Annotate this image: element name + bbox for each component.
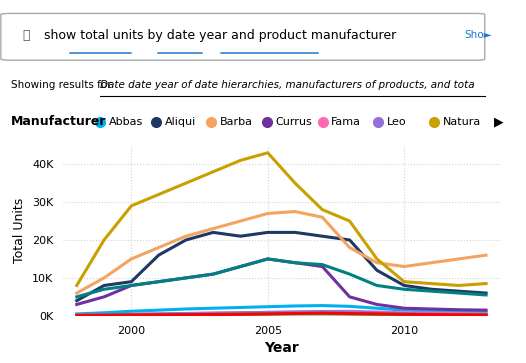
Text: Abbas: Abbas [109,117,143,127]
Text: show total units by date year and product manufacturer: show total units by date year and produc… [44,29,397,42]
Text: Aliqui: Aliqui [165,117,196,127]
X-axis label: Year: Year [264,341,299,355]
Text: Natura: Natura [443,117,481,127]
Text: ⎕: ⎕ [23,29,30,42]
Text: Barba: Barba [220,117,253,127]
FancyBboxPatch shape [1,13,485,60]
Text: Date date year of date hierarchies, manufacturers of products, and tota: Date date year of date hierarchies, manu… [100,80,474,90]
Text: Sho►: Sho► [464,30,492,40]
Text: Manufacturer: Manufacturer [11,115,106,128]
Y-axis label: Total Units: Total Units [14,198,26,263]
Text: Leo: Leo [387,117,407,127]
Text: ▶: ▶ [494,115,504,128]
Text: Fama: Fama [331,117,361,127]
Text: Showing results for: Showing results for [11,80,114,90]
Text: Currus: Currus [276,117,312,127]
